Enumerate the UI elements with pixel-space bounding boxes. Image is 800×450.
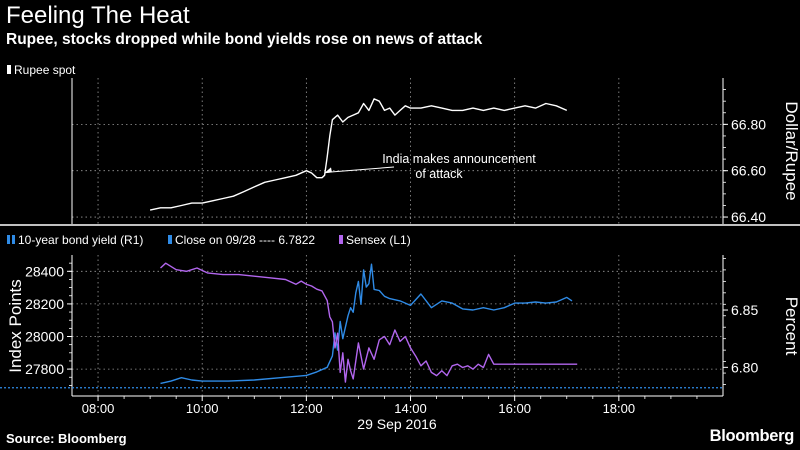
legend-swatch-sensex	[339, 235, 343, 244]
x-axis-title: 29 Sep 2016	[357, 416, 437, 432]
bottom-left-tick-label: 27800	[25, 361, 64, 377]
top-right-tick-label: 66.60	[731, 163, 766, 179]
x-tick-label: 16:00	[498, 401, 531, 416]
bottom-right-tick-label: 6.85	[731, 302, 758, 318]
legend-rupee-spot: Rupee spot	[14, 63, 76, 77]
x-tick-label: 08:00	[82, 401, 115, 416]
x-tick-label: 10:00	[186, 401, 219, 416]
annotation-text-line2: of attack	[415, 167, 463, 181]
chart-title: Feeling The Heat	[6, 2, 190, 29]
bottom-left-axis-title: Index Points	[6, 279, 25, 373]
chart-subtitle: Rupee, stocks dropped while bond yields …	[6, 31, 483, 48]
bottom-left-tick-label: 28400	[25, 263, 64, 279]
bottom-left-tick-label: 28200	[25, 296, 64, 312]
annotation-text-line1: India makes announcement	[382, 152, 536, 166]
x-tick-label: 18:00	[603, 401, 636, 416]
annotation-arrow-line	[325, 166, 395, 173]
legend-swatch-rupee	[7, 65, 11, 74]
brand-logo: Bloomberg	[709, 427, 795, 445]
bond-yield-line	[160, 263, 573, 385]
top-y-axis-title: Dollar/Rupee	[782, 101, 800, 200]
legend-close-on-0928: Close on 09/28 ---- 6.7822	[175, 233, 315, 247]
sensex-line	[160, 262, 578, 383]
x-tick-label: 14:00	[394, 401, 427, 416]
legend-swatch-close	[168, 235, 172, 244]
legend-sensex: Sensex (L1)	[346, 233, 411, 247]
annotation-arrowhead	[323, 167, 332, 174]
top-right-tick-label: 66.80	[731, 116, 766, 132]
frame-layer	[0, 78, 800, 401]
legend-swatch-bond-stem	[7, 235, 10, 244]
bottom-right-axis-title: Percent	[782, 297, 800, 356]
top-right-tick-label: 66.40	[731, 209, 766, 225]
legend-bond-yield: 10-year bond yield (R1)	[18, 233, 143, 247]
series-layer	[0, 98, 723, 389]
legend-swatch-bond	[12, 235, 15, 244]
x-tick-label: 12:00	[290, 401, 323, 416]
bottom-right-tick-label: 6.80	[731, 359, 758, 375]
source-note: Source: Bloomberg	[6, 431, 127, 446]
bottom-left-tick-label: 28000	[25, 329, 64, 345]
rupee-spot-line	[149, 98, 568, 211]
label-layer: 08:00 10:00 12:00 14:00 16:00 18:00 66.80 66.60…	[6, 63, 800, 432]
